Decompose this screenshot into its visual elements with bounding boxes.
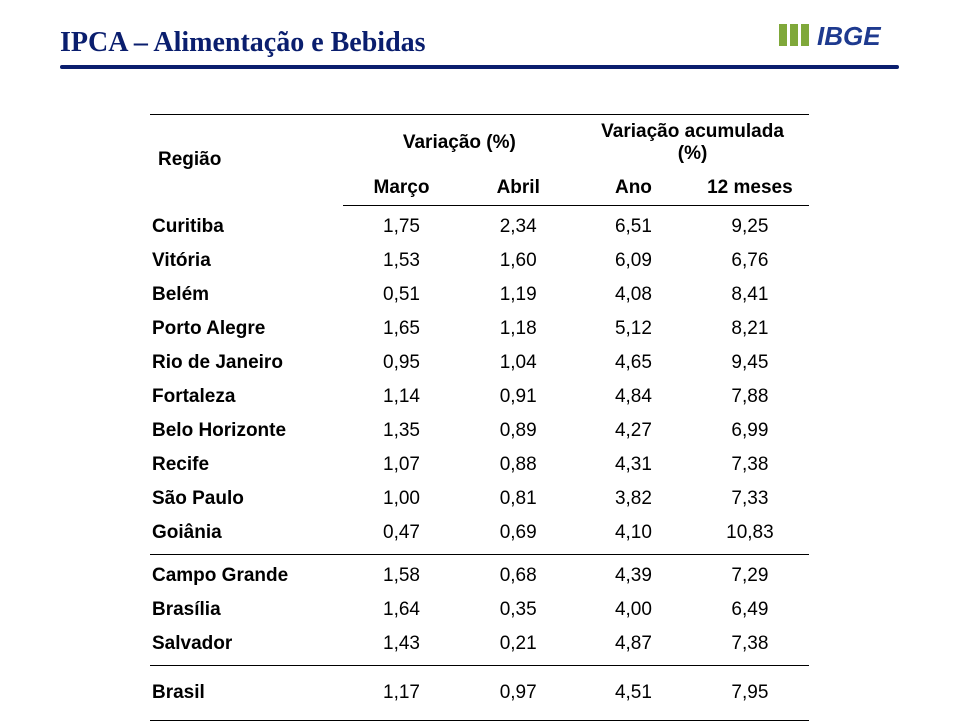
- table-row: Campo Grande 1,58 0,68 4,39 7,29: [150, 555, 809, 594]
- table-row: Goiânia 0,47 0,69 4,10 10,83: [150, 516, 809, 555]
- cell-value: 0,88: [460, 448, 576, 482]
- th-variacao: Variação (%): [343, 115, 576, 172]
- table-row-total: Brasil 1,17 0,97 4,51 7,95: [150, 666, 809, 721]
- cell-value: 0,81: [460, 482, 576, 516]
- th-ano: Ano: [576, 171, 691, 206]
- row-label: Rio de Janeiro: [150, 346, 343, 380]
- svg-text:IBGE: IBGE: [817, 21, 881, 51]
- cell-value: 0,69: [460, 516, 576, 555]
- cell-value: 7,38: [691, 448, 809, 482]
- ibge-logo: IBGE: [779, 18, 899, 59]
- cell-value: 1,14: [343, 380, 461, 414]
- cell-value: 4,84: [576, 380, 691, 414]
- cell-value: 0,91: [460, 380, 576, 414]
- cell-value: 7,95: [691, 666, 809, 721]
- cell-value: 5,12: [576, 312, 691, 346]
- cell-value: 4,65: [576, 346, 691, 380]
- table-row: Recife 1,07 0,88 4,31 7,38: [150, 448, 809, 482]
- row-label: Porto Alegre: [150, 312, 343, 346]
- cell-value: 1,00: [343, 482, 461, 516]
- row-label: Brasília: [150, 593, 343, 627]
- table-row: Fortaleza 1,14 0,91 4,84 7,88: [150, 380, 809, 414]
- cell-value: 1,04: [460, 346, 576, 380]
- cell-value: 1,19: [460, 278, 576, 312]
- cell-value: 6,49: [691, 593, 809, 627]
- table-row: Porto Alegre 1,65 1,18 5,12 8,21: [150, 312, 809, 346]
- data-table: Região Variação (%) Variação acumulada (…: [150, 114, 809, 721]
- table-row: Curitiba 1,75 2,34 6,51 9,25: [150, 206, 809, 245]
- cell-value: 9,25: [691, 206, 809, 245]
- cell-value: 1,18: [460, 312, 576, 346]
- row-label: Goiânia: [150, 516, 343, 555]
- th-variacao-acumulada: Variação acumulada (%): [576, 115, 809, 172]
- cell-value: 7,29: [691, 555, 809, 594]
- cell-value: 4,87: [576, 627, 691, 666]
- row-label: Vitória: [150, 244, 343, 278]
- cell-value: 0,68: [460, 555, 576, 594]
- row-label: Fortaleza: [150, 380, 343, 414]
- th-regiao: Região: [150, 115, 343, 206]
- cell-value: 7,38: [691, 627, 809, 666]
- cell-value: 3,82: [576, 482, 691, 516]
- table-row: Belém 0,51 1,19 4,08 8,41: [150, 278, 809, 312]
- row-label: Salvador: [150, 627, 343, 666]
- cell-value: 4,31: [576, 448, 691, 482]
- table-row: Rio de Janeiro 0,95 1,04 4,65 9,45: [150, 346, 809, 380]
- cell-value: 1,58: [343, 555, 461, 594]
- row-label-total: Brasil: [150, 666, 343, 721]
- cell-value: 6,76: [691, 244, 809, 278]
- cell-value: 0,21: [460, 627, 576, 666]
- cell-value: 1,60: [460, 244, 576, 278]
- cell-value: 0,35: [460, 593, 576, 627]
- table-row: São Paulo 1,00 0,81 3,82 7,33: [150, 482, 809, 516]
- cell-value: 6,51: [576, 206, 691, 245]
- cell-value: 1,53: [343, 244, 461, 278]
- header-rule: [60, 65, 899, 69]
- cell-value: 0,51: [343, 278, 461, 312]
- cell-value: 1,64: [343, 593, 461, 627]
- table-row: Brasília 1,64 0,35 4,00 6,49: [150, 593, 809, 627]
- cell-value: 0,95: [343, 346, 461, 380]
- row-label: Belém: [150, 278, 343, 312]
- row-label: Recife: [150, 448, 343, 482]
- cell-value: 6,09: [576, 244, 691, 278]
- cell-value: 2,34: [460, 206, 576, 245]
- cell-value: 8,41: [691, 278, 809, 312]
- cell-value: 9,45: [691, 346, 809, 380]
- cell-value: 4,10: [576, 516, 691, 555]
- cell-value: 1,17: [343, 666, 461, 721]
- cell-value: 0,89: [460, 414, 576, 448]
- table-row: Belo Horizonte 1,35 0,89 4,27 6,99: [150, 414, 809, 448]
- row-label: São Paulo: [150, 482, 343, 516]
- cell-value: 1,43: [343, 627, 461, 666]
- cell-value: 0,97: [460, 666, 576, 721]
- row-label: Belo Horizonte: [150, 414, 343, 448]
- cell-value: 4,08: [576, 278, 691, 312]
- cell-value: 0,47: [343, 516, 461, 555]
- cell-value: 4,27: [576, 414, 691, 448]
- table-row: Salvador 1,43 0,21 4,87 7,38: [150, 627, 809, 666]
- cell-value: 1,65: [343, 312, 461, 346]
- table-row: Vitória 1,53 1,60 6,09 6,76: [150, 244, 809, 278]
- cell-value: 4,51: [576, 666, 691, 721]
- cell-value: 4,00: [576, 593, 691, 627]
- cell-value: 1,75: [343, 206, 461, 245]
- page-title: IPCA – Alimentação e Bebidas: [60, 27, 426, 59]
- cell-value: 4,39: [576, 555, 691, 594]
- th-doze-meses: 12 meses: [691, 171, 809, 206]
- cell-value: 7,88: [691, 380, 809, 414]
- cell-value: 1,35: [343, 414, 461, 448]
- cell-value: 7,33: [691, 482, 809, 516]
- th-abril: Abril: [460, 171, 576, 206]
- th-marco: Março: [343, 171, 461, 206]
- cell-value: 6,99: [691, 414, 809, 448]
- cell-value: 10,83: [691, 516, 809, 555]
- cell-value: 1,07: [343, 448, 461, 482]
- row-label: Curitiba: [150, 206, 343, 245]
- cell-value: 8,21: [691, 312, 809, 346]
- row-label: Campo Grande: [150, 555, 343, 594]
